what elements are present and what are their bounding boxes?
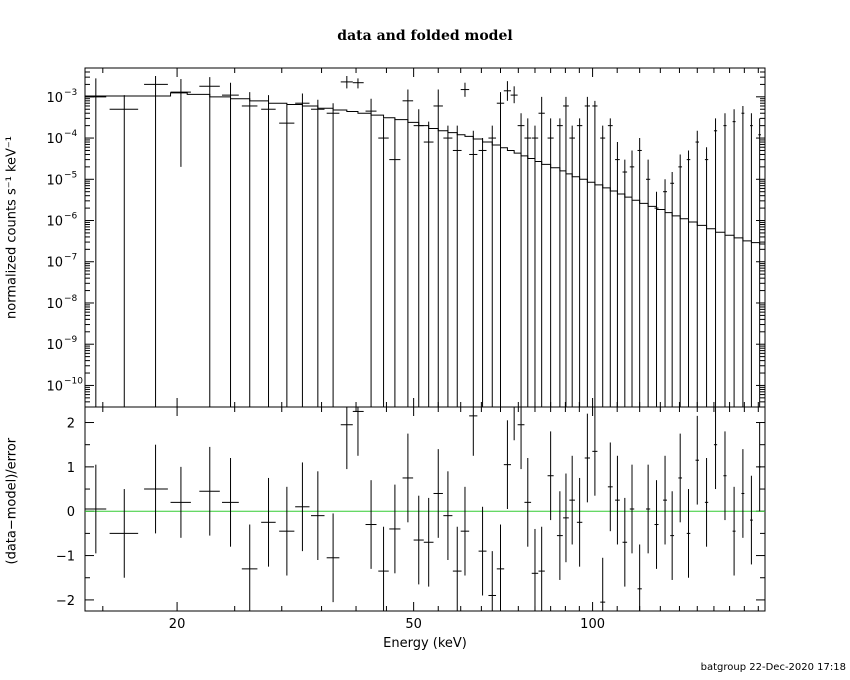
y-tick-exponent: −5 <box>64 170 77 180</box>
residual-y-tick-label: 2 <box>67 417 75 432</box>
y-tick-label: 10 <box>46 379 63 394</box>
x-tick-label: 100 <box>580 617 605 632</box>
residual-y-tick-label: 0 <box>67 505 75 520</box>
y-tick-label: 10 <box>46 338 63 353</box>
y-tick-label: 10 <box>46 91 63 106</box>
residual-y-tick-label: −1 <box>56 550 75 565</box>
x-axis-label: Energy (keV) <box>383 636 467 651</box>
y-tick-exponent: −10 <box>64 376 83 386</box>
y-tick-label: 10 <box>46 173 63 188</box>
y-tick-label: 10 <box>46 256 63 271</box>
y-tick-exponent: −3 <box>64 88 77 98</box>
residual-y-tick-label: 1 <box>67 461 75 476</box>
footer-stamp: batgroup 22-Dec-2020 17:18 <box>700 662 846 673</box>
residual-frame <box>84 406 766 612</box>
y-axis-label-residuals: (data−model)/error <box>4 437 20 565</box>
y-tick-exponent: −7 <box>64 253 77 263</box>
y-tick-exponent: −4 <box>64 129 78 139</box>
residual-y-tick-label: −2 <box>56 594 75 609</box>
y-tick-exponent: −9 <box>64 335 78 345</box>
y-tick-exponent: −8 <box>64 294 78 304</box>
spectrum-frame <box>84 67 766 408</box>
x-tick-label: 20 <box>169 617 186 632</box>
x-tick-label: 50 <box>405 617 422 632</box>
y-axis-label-spectrum: normalized counts s⁻¹ keV⁻¹ <box>4 136 20 319</box>
chart-title: data and folded model <box>337 28 513 44</box>
y-tick-label: 10 <box>46 297 63 312</box>
y-tick-label: 10 <box>46 132 63 147</box>
y-tick-exponent: −6 <box>64 212 78 222</box>
model-curve <box>85 92 766 246</box>
y-tick-label: 10 <box>46 215 63 230</box>
